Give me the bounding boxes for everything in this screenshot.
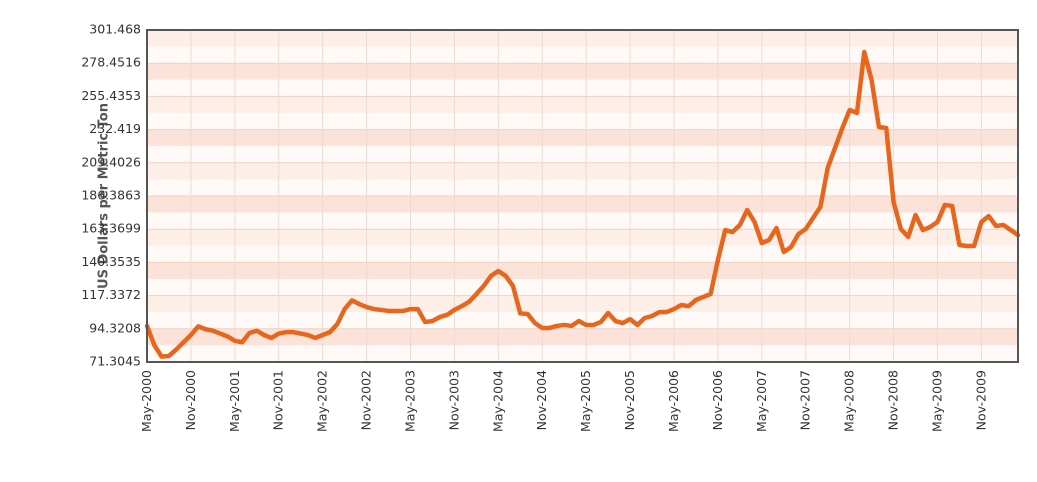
plot-stripe — [147, 279, 1018, 296]
plot-stripe — [147, 162, 1018, 180]
x-tick-label: May-2007 — [754, 370, 769, 432]
plot-stripe — [147, 129, 1018, 147]
x-tick-label: May-2003 — [402, 370, 417, 432]
y-tick-label: 94.3208 — [89, 320, 141, 335]
x-tick-label: May-2005 — [578, 370, 593, 432]
y-tick-label: 278.4516 — [81, 55, 141, 70]
y-tick-label: 186.3863 — [81, 187, 141, 202]
y-tick-label: 140.3535 — [81, 254, 141, 269]
x-tick-label: Nov-2007 — [798, 370, 813, 430]
plot-border — [146, 29, 1019, 363]
y-tick-label: 117.3372 — [81, 287, 141, 302]
x-tick-label: Nov-2002 — [359, 370, 374, 430]
x-tick-label: May-2006 — [666, 370, 681, 432]
plot-stripe — [147, 30, 1018, 47]
y-tick-label: 301.468 — [89, 22, 141, 37]
plot-stripe — [147, 79, 1018, 97]
x-tick-label: Nov-2009 — [973, 370, 988, 430]
plot-stripe — [147, 179, 1018, 196]
x-tick-label: May-2002 — [315, 370, 330, 432]
plot-stripe — [147, 229, 1018, 246]
plot-stripe — [147, 63, 1018, 80]
x-tick-label: Nov-2006 — [710, 370, 725, 430]
plot-stripe — [147, 295, 1018, 313]
plot-stripe — [147, 146, 1018, 163]
y-tick-label: 163.3699 — [81, 221, 141, 236]
y-tick-label: 71.3045 — [89, 354, 141, 369]
y-tick-label: 255.4353 — [81, 88, 141, 103]
x-tick-label: May-2001 — [227, 370, 242, 432]
x-tick-label: Nov-2000 — [183, 370, 198, 430]
x-tick-label: May-2000 — [139, 370, 154, 432]
plot-stripe — [147, 112, 1018, 130]
plot-stripe — [147, 96, 1018, 113]
plot-stripe — [147, 245, 1018, 263]
x-tick-label: May-2008 — [842, 370, 857, 432]
plot-stripe — [147, 328, 1018, 346]
x-tick-label: Nov-2001 — [271, 370, 286, 430]
plot-stripe — [147, 195, 1018, 213]
x-tick-label: May-2004 — [490, 370, 505, 432]
x-tick-label: Nov-2005 — [622, 370, 637, 430]
plot-stripe — [147, 345, 1018, 362]
x-tick-label: May-2009 — [929, 370, 944, 432]
x-tick-label: Nov-2003 — [446, 370, 461, 430]
y-tick-label: 232.419 — [89, 121, 141, 136]
plot-stripe — [147, 262, 1018, 280]
y-tick-label: 209.4026 — [81, 154, 141, 169]
marks — [144, 49, 1021, 359]
y-axis-title: US Dollars per Metric Ton — [97, 103, 112, 289]
x-tick-label: Nov-2008 — [886, 370, 901, 430]
plot-stripe — [147, 212, 1018, 230]
x-tick-label: Nov-2004 — [534, 370, 549, 430]
line-series — [144, 49, 1021, 359]
plot-stripe — [147, 46, 1018, 64]
